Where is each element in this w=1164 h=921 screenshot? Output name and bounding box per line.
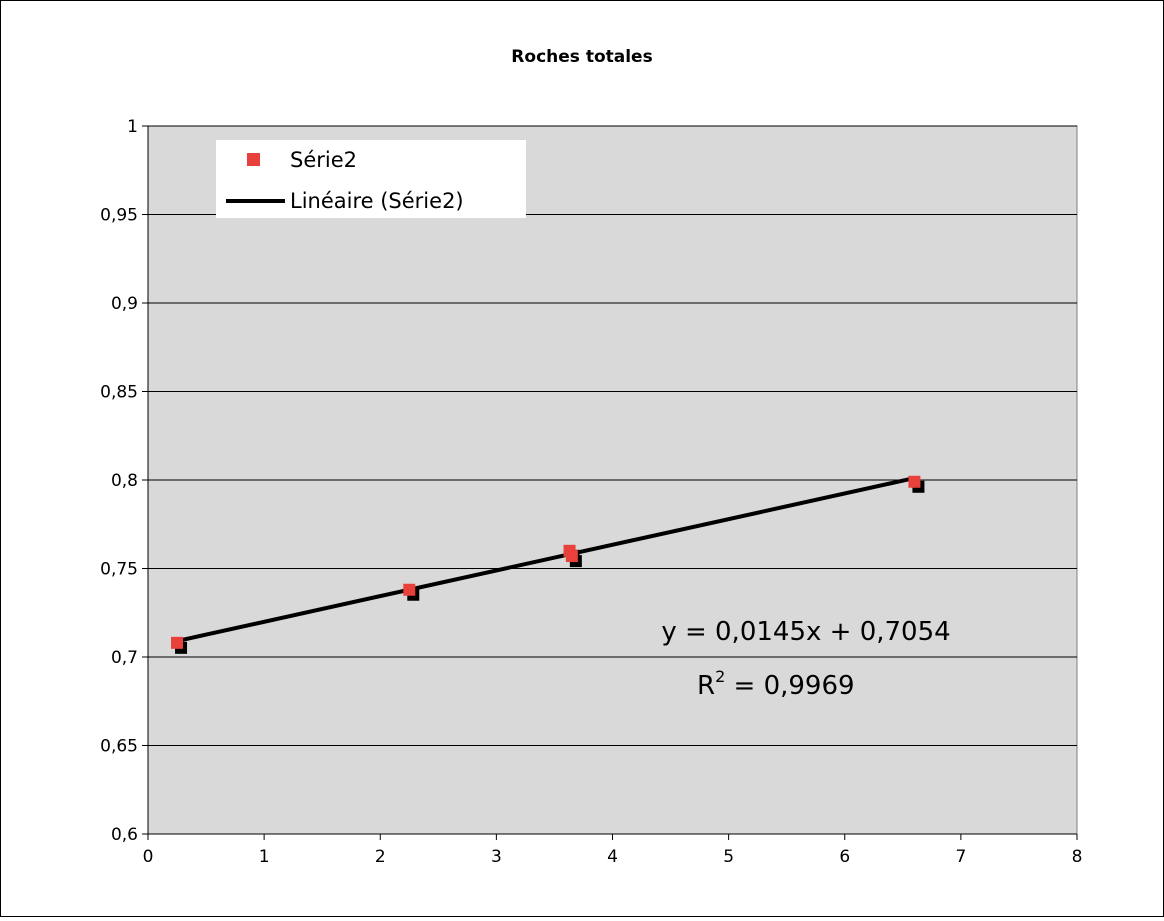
- y-tick-label: 0,75: [100, 560, 138, 580]
- trendline: [176, 476, 915, 643]
- x-tick-label: 2: [375, 847, 386, 867]
- x-tick-label: 0: [143, 847, 154, 867]
- legend-marker-icon: [247, 153, 260, 166]
- legend-box: [216, 140, 526, 218]
- x-tick-label: 1: [259, 847, 270, 867]
- equation-text: y = 0,0145x + 0,7054: [661, 617, 950, 647]
- r-squared-superscript: 2: [715, 667, 725, 686]
- data-point: [171, 636, 184, 649]
- legend: Série2 Linéaire (Série2): [216, 140, 526, 218]
- x-tick-label: 5: [723, 847, 734, 867]
- x-tick-label: 8: [1072, 847, 1083, 867]
- y-tick-label: 0,9: [111, 294, 138, 314]
- y-tick-label: 0,85: [100, 383, 138, 403]
- data-point: [565, 550, 578, 563]
- y-tick-label: 1: [127, 117, 138, 137]
- plot-area: 0,6 0,65 0,7 0,75 0,8 0,85 0,9 0,95 1 0 1 2 3 4 5 6 7 8: [100, 117, 1082, 867]
- r-squared-value: = 0,9969: [725, 671, 854, 701]
- y-tick-label: 0,8: [111, 471, 138, 491]
- x-tick-label: 4: [607, 847, 618, 867]
- x-tick-label: 7: [955, 847, 966, 867]
- trendline-equation: y = 0,0145x + 0,7054 R2 = 0,9969: [661, 617, 950, 701]
- data-point: [403, 583, 416, 596]
- r-squared-label: R: [697, 671, 715, 701]
- data-point: [908, 475, 921, 488]
- chart-title: Roches totales: [511, 47, 652, 67]
- y-tick-label: 0,65: [100, 737, 138, 757]
- y-tick-label: 0,7: [111, 648, 138, 668]
- y-tick-label: 0,95: [100, 206, 138, 226]
- y-tick-label: 0,6: [111, 825, 138, 845]
- x-tick-label: 6: [839, 847, 850, 867]
- x-tick-label: 3: [491, 847, 502, 867]
- r-squared-text: R2 = 0,9969: [697, 667, 855, 701]
- legend-series-label: Série2: [290, 148, 357, 172]
- legend-trendline-label: Linéaire (Série2): [290, 189, 464, 213]
